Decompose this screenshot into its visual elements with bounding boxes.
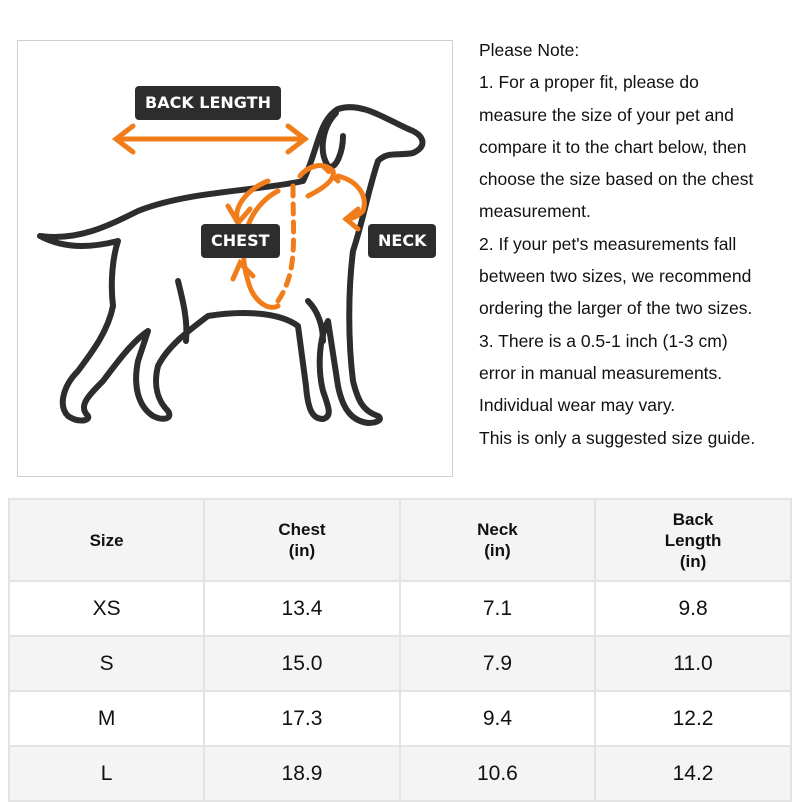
note-line: 1. For a proper fit, please do: [479, 72, 699, 93]
header-text: Neck: [477, 520, 518, 539]
table-row: S 15.0 7.9 11.0: [7, 635, 792, 692]
header-unit: (in): [288, 541, 316, 560]
cell-chest: 18.9: [203, 745, 401, 802]
dog-measurement-illustration: BACK LENGTH CHEST NECK: [17, 40, 453, 477]
header-unit: (in): [484, 541, 511, 560]
table-row: L 18.9 10.6 14.2: [7, 745, 792, 802]
cell-back-length: 11.0: [594, 635, 792, 692]
header-text: Chest: [278, 520, 326, 539]
note-line: compare it to the chart below, then: [479, 136, 747, 157]
cell-neck: 9.4: [398, 690, 597, 747]
note-line: Individual wear may vary.: [479, 395, 676, 416]
cell-back-length: 14.2: [594, 745, 792, 802]
note-line: Please Note:: [479, 40, 580, 60]
dog-outline-icon: [37, 104, 426, 426]
note-line: This is only a suggested size guide.: [479, 427, 756, 448]
cell-chest: 17.3: [203, 690, 401, 747]
cell-back-length: 12.2: [594, 690, 792, 747]
note-line: measurement.: [479, 201, 591, 222]
cell-back-length: 9.8: [594, 580, 792, 637]
note-line: ordering the larger of the two sizes.: [479, 298, 753, 319]
cell-neck: 10.6: [398, 745, 597, 802]
header-unit: (in): [679, 551, 707, 571]
header-text: Size: [89, 530, 124, 550]
note-line: choose the size based on the chest: [479, 169, 754, 190]
header-text: Length: [664, 530, 722, 550]
table-row: M 17.3 9.4 12.2: [7, 690, 792, 747]
size-chart-table: Size Chest (in) Neck (in) Back Length (in) X…: [7, 498, 792, 802]
cell-chest: 13.4: [203, 580, 401, 637]
note-line: between two sizes, we recommend: [479, 266, 752, 287]
note-line: measure the size of your pet and: [479, 104, 734, 125]
note-line: error in manual measurements.: [479, 362, 723, 383]
header-neck: Neck (in): [398, 498, 597, 582]
cell-neck: 7.9: [398, 635, 597, 692]
chest-label: CHEST: [201, 224, 280, 258]
size-note: Please Note: 1. For a proper fit, please…: [479, 34, 799, 454]
cell-size: M: [7, 690, 206, 747]
header-chest: Chest (in): [203, 498, 401, 582]
note-line: 3. There is a 0.5-1 inch (1-3 cm): [479, 330, 728, 351]
table-header-row: Size Chest (in) Neck (in) Back Length (in): [7, 498, 792, 582]
note-line: 2. If your pet's measurements fall: [479, 233, 737, 254]
cell-chest: 15.0: [203, 635, 401, 692]
header-size: Size: [7, 498, 206, 582]
cell-neck: 7.1: [398, 580, 597, 637]
cell-size: XS: [7, 580, 206, 637]
header-text: Back: [672, 509, 714, 529]
cell-size: L: [7, 745, 206, 802]
back-length-label: BACK LENGTH: [135, 86, 281, 120]
neck-label: NECK: [368, 224, 437, 258]
header-back-length: Back Length (in): [594, 498, 792, 582]
table-row: XS 13.4 7.1 9.8: [7, 580, 792, 637]
cell-size: S: [7, 635, 206, 692]
